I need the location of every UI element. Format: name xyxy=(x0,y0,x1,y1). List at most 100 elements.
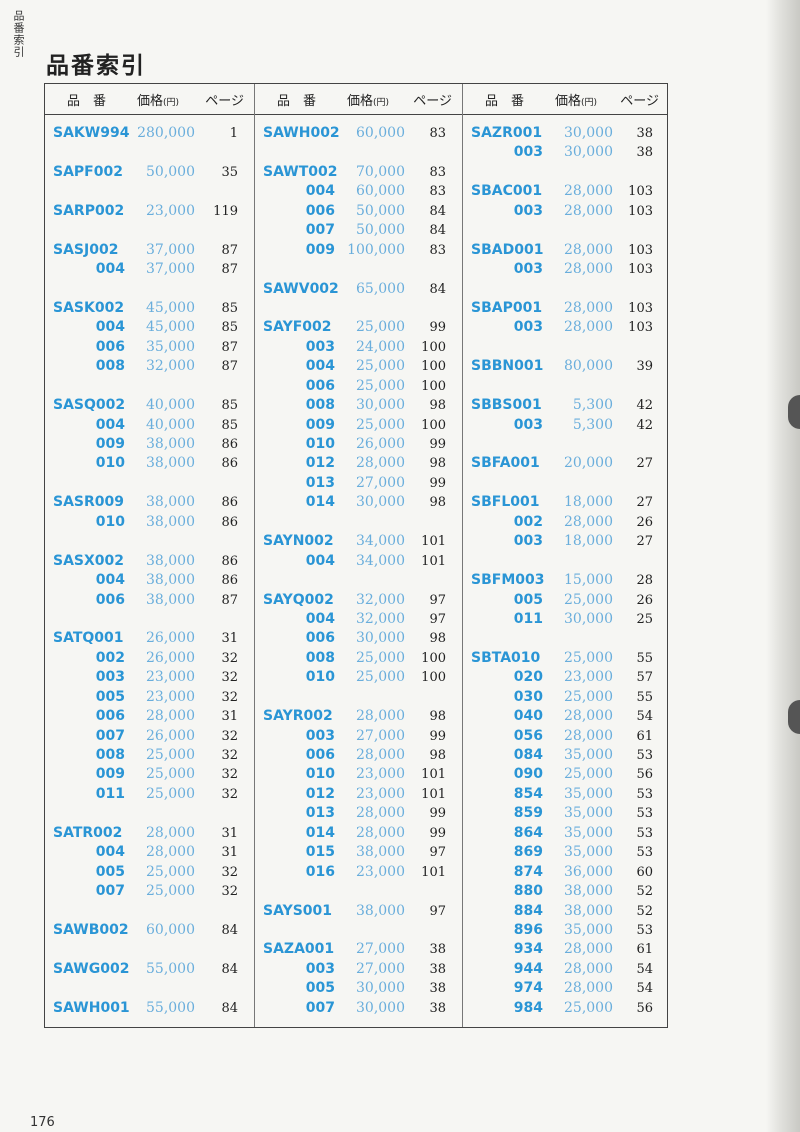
page-ref: 119 xyxy=(213,203,238,219)
spacer-row xyxy=(463,163,669,182)
page-ref: 61 xyxy=(636,942,653,958)
table-row: SAYQ002 32,000 97 xyxy=(255,591,462,610)
page-ref: 54 xyxy=(636,981,653,997)
page-ref: 52 xyxy=(636,884,653,900)
price: 15,000 xyxy=(564,572,613,589)
price: 26,000 xyxy=(146,649,195,666)
price: 18,000 xyxy=(564,494,613,511)
part-number: 012 xyxy=(305,455,335,472)
table-row: 003 28,000 103 xyxy=(463,202,669,221)
binder-hole xyxy=(788,395,800,429)
price: 25,000 xyxy=(564,999,613,1016)
part-number: SBTA010 xyxy=(471,649,541,666)
part-number: 004 xyxy=(95,844,125,861)
part-number: 974 xyxy=(513,980,543,997)
part-number: 008 xyxy=(95,747,125,763)
part-number: 040 xyxy=(513,708,543,725)
page-ref: 32 xyxy=(221,748,238,763)
part-number: 864 xyxy=(513,824,543,841)
part-number: SAZR001 xyxy=(471,125,543,141)
page-ref: 38 xyxy=(429,961,446,977)
price: 38,000 xyxy=(356,902,405,919)
header-price-unit: (円) xyxy=(373,98,390,108)
page-ref: 101 xyxy=(421,864,446,880)
page-ref: 101 xyxy=(421,767,446,783)
spacer-row xyxy=(255,921,462,940)
price: 55,000 xyxy=(146,999,195,1016)
part-number: 005 xyxy=(305,980,335,997)
part-number: 006 xyxy=(305,377,335,394)
index-column: 品 番 価格(円) ページ SAKW994 280,000 1 SAPF002 50,000 3… xyxy=(45,84,255,1027)
price: 28,000 xyxy=(146,844,195,861)
table-row: SAWT002 70,000 83 xyxy=(255,163,462,182)
page-ref: 53 xyxy=(636,748,653,763)
page-ref: 32 xyxy=(221,786,238,802)
price: 28,000 xyxy=(564,980,613,997)
price: 25,000 xyxy=(356,649,405,666)
page-ref: 87 xyxy=(221,242,238,258)
part-number: SASQ002 xyxy=(53,397,126,414)
table-row: 011 25,000 32 xyxy=(45,785,254,804)
table-row: SAWH002 60,000 83 xyxy=(255,124,462,143)
spacer-row xyxy=(463,338,669,357)
table-row: 005 23,000 32 xyxy=(45,688,254,707)
table-row: SAZR001 30,000 38 xyxy=(463,124,669,143)
header-page: ページ xyxy=(413,94,452,109)
table-row: SAYS001 38,000 97 xyxy=(255,902,462,921)
spacer-row xyxy=(45,474,254,493)
part-number: 011 xyxy=(513,610,543,627)
page-ref: 84 xyxy=(429,223,446,239)
price: 25,000 xyxy=(356,377,405,394)
page-ref: 99 xyxy=(429,437,446,452)
page-edge xyxy=(766,0,800,1132)
price: 37,000 xyxy=(146,261,195,278)
price: 28,000 xyxy=(564,299,613,316)
price: 38,000 xyxy=(564,883,613,900)
table-row: 006 35,000 87 xyxy=(45,338,254,357)
page-ref: 32 xyxy=(221,728,238,744)
page-title: 品番索引 xyxy=(46,53,146,79)
price: 60,000 xyxy=(356,125,405,141)
price: 28,000 xyxy=(564,241,613,258)
page-ref: 86 xyxy=(221,456,238,472)
table-row: 004 60,000 83 xyxy=(255,182,462,201)
spacer-row xyxy=(255,299,462,318)
page-ref: 54 xyxy=(636,961,653,977)
binder-hole xyxy=(788,700,800,734)
part-number: SAWT002 xyxy=(263,163,338,180)
page-ref: 87 xyxy=(221,359,238,375)
price: 23,000 xyxy=(146,688,195,705)
part-number: SAWH002 xyxy=(263,125,340,141)
part-number: 003 xyxy=(513,533,543,550)
table-row: SAWH001 55,000 84 xyxy=(45,999,254,1018)
price: 38,000 xyxy=(146,591,195,608)
table-row: SBBS001 5,300 42 xyxy=(463,396,669,415)
price: 35,000 xyxy=(564,824,613,841)
part-number: SAYQ002 xyxy=(263,591,334,608)
page-ref: 99 xyxy=(429,320,446,336)
part-number: 003 xyxy=(305,960,335,977)
price: 50,000 xyxy=(356,222,405,239)
table-row: 007 26,000 32 xyxy=(45,727,254,746)
table-row: SAPF002 50,000 35 xyxy=(45,163,254,182)
price: 23,000 xyxy=(146,202,195,219)
header-code: 品 番 xyxy=(67,94,107,109)
price: 23,000 xyxy=(356,863,405,880)
page-ref: 103 xyxy=(628,203,653,219)
price: 30,000 xyxy=(356,494,405,511)
spacer-row xyxy=(45,902,254,921)
part-number: 008 xyxy=(95,358,125,375)
page-ref: 42 xyxy=(636,417,653,433)
table-row: SAWG002 55,000 84 xyxy=(45,960,254,979)
price: 27,000 xyxy=(356,727,405,744)
part-number: 007 xyxy=(95,883,125,900)
page-ref: 103 xyxy=(628,262,653,278)
page-ref: 97 xyxy=(429,592,446,608)
table-row: SAKW994 280,000 1 xyxy=(45,124,254,143)
table-row: 884 38,000 52 xyxy=(463,902,669,921)
table-row: 010 23,000 101 xyxy=(255,765,462,784)
table-row: SAYN002 34,000 101 xyxy=(255,532,462,551)
spacer-row xyxy=(255,571,462,590)
price: 70,000 xyxy=(356,163,405,180)
table-row: 010 38,000 86 xyxy=(45,454,254,473)
